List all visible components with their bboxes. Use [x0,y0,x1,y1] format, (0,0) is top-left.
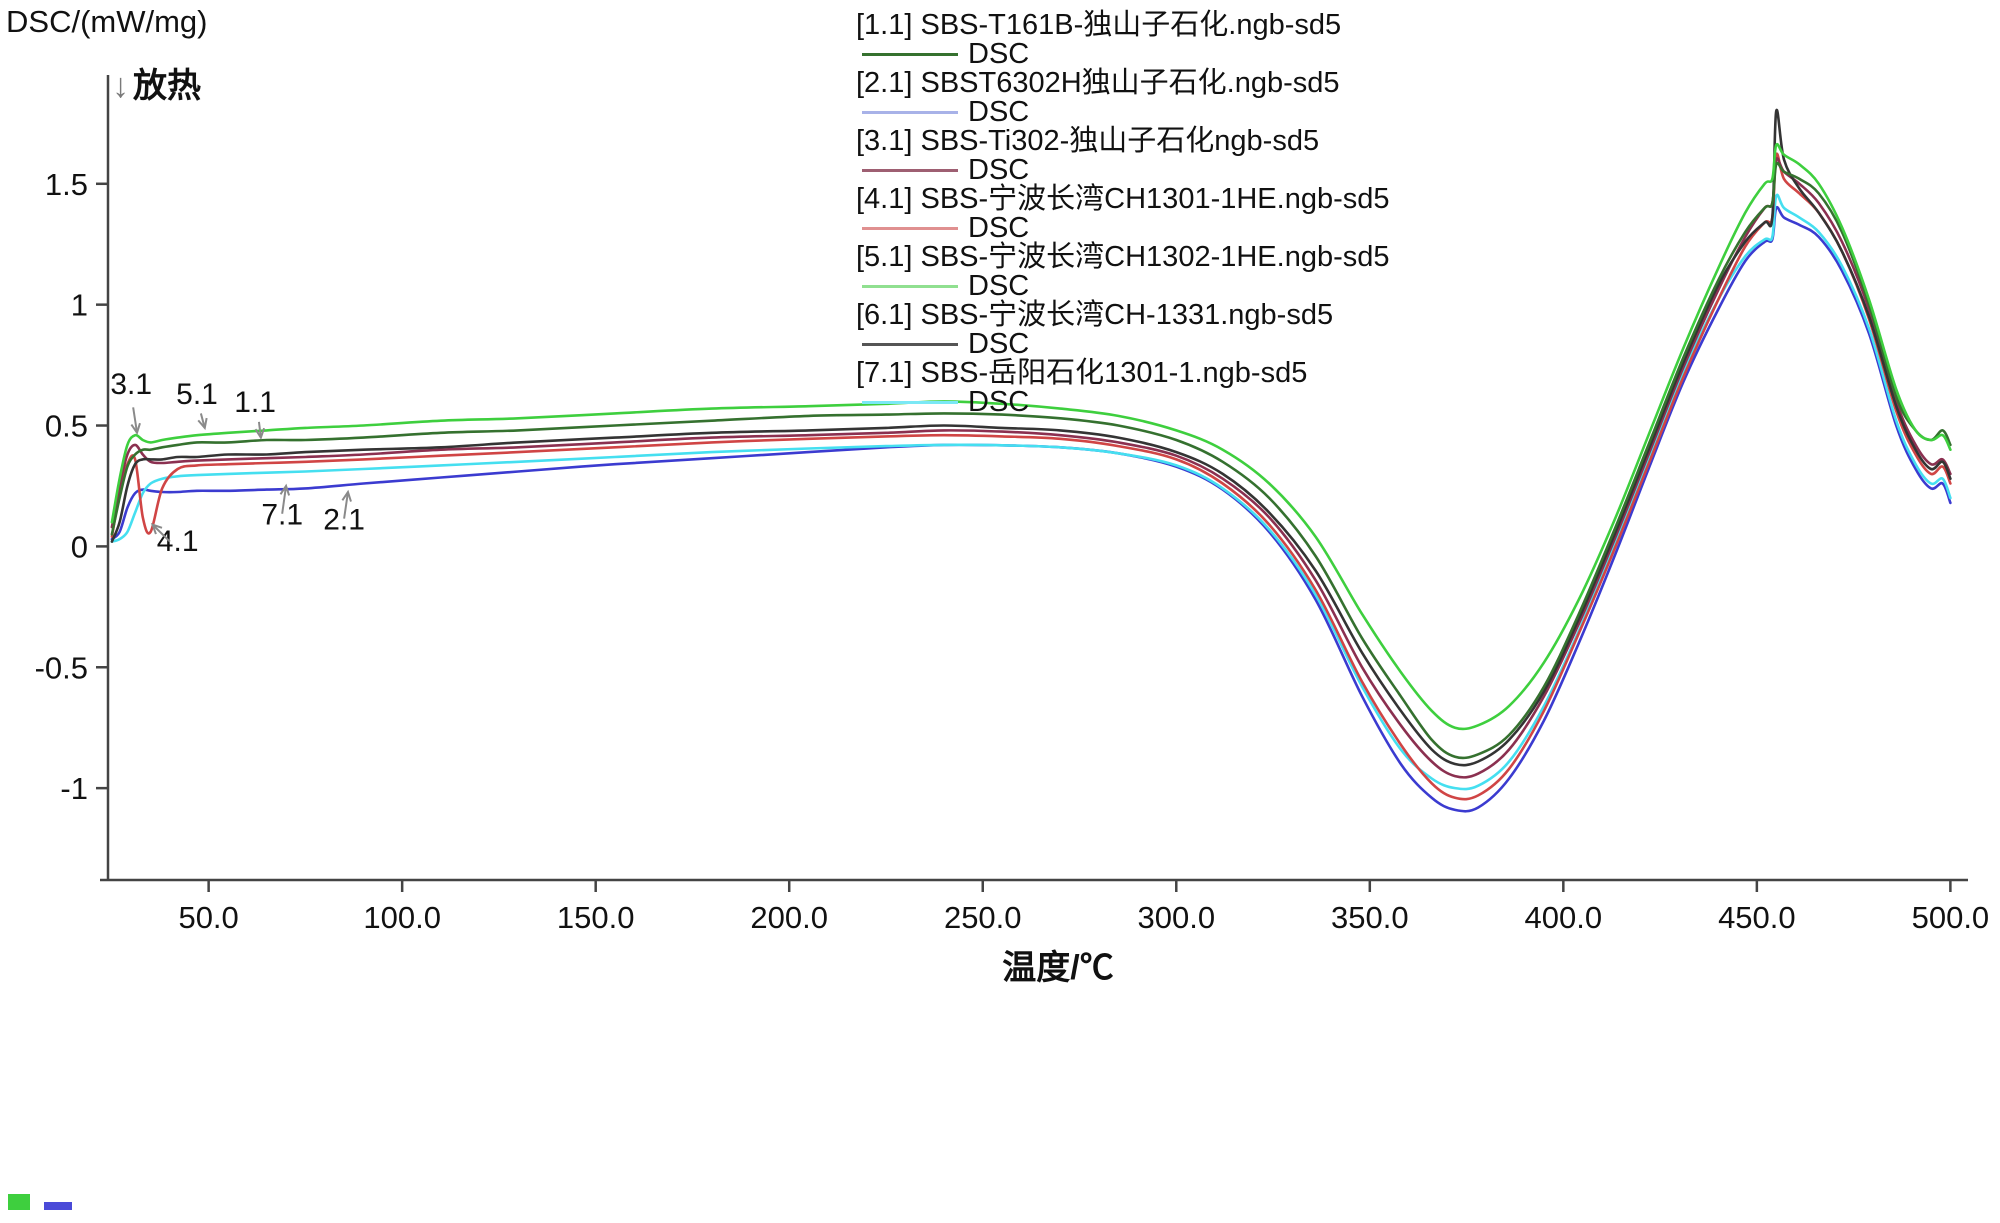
curve-5.1 [110,142,1952,731]
x-tick-label: 500.0 [1912,900,1990,935]
annotation-arrow-head [254,427,266,440]
x-tick-label: 50.0 [178,900,238,935]
legend-label: [3.1] SBS-Ti302-独山子石化ngb-sd5 [856,125,1320,157]
legend-item: [5.1] SBS-宁波长湾CH1302-1HE.ngb-sd5 DSC [856,240,1390,302]
corner-artifact-blue [44,1202,72,1210]
annotation-label-4.1: 4.1 [157,525,199,558]
legend-line-swatch [862,342,958,346]
legend-sub-label: DSC [968,327,1030,360]
x-tick-label: 150.0 [557,900,635,935]
legend-line-swatch [862,284,958,288]
curve-1.1 [110,161,1952,760]
legend-sub-label: DSC [968,211,1030,244]
x-tick-label: 450.0 [1718,900,1796,935]
legend-line-swatch [862,110,958,114]
legend-label: [4.1] SBS-宁波长湾CH1301-1HE.ngb-sd5 [856,183,1390,215]
exothermic-annotation: ↓ 放热 [112,58,201,107]
x-tick-label: 400.0 [1525,900,1603,935]
legend-item: [1.1] SBS-T161B-独山子石化.ngb-sd5 DSC [856,8,1390,70]
legend-item: [4.1] SBS-宁波长湾CH1301-1HE.ngb-sd5 DSC [856,182,1390,244]
annotation-label-2.1: 2.1 [323,503,365,536]
y-tick-label: 0.5 [45,409,88,444]
curve-6.1 [110,108,1952,767]
corner-artifact-green [8,1194,30,1210]
annotation-arrow-line [343,491,349,519]
x-axis-title: 温度/℃ [1002,949,1114,987]
legend-item: [7.1] SBS-岳阳石化1301-1.ngb-sd5 DSC [856,356,1390,418]
legend-sub-label: DSC [968,385,1030,418]
annotation-arrow-line [151,523,171,543]
y-tick-label: 1 [71,288,88,323]
legend-sub-label: DSC [968,153,1030,186]
y-tick-label: 0 [71,529,88,564]
legend-label: [6.1] SBS-宁波长湾CH-1331.ngb-sd5 [856,299,1334,331]
annotation-arrow-head [279,483,291,496]
exothermic-label: 放热 [133,67,201,105]
legend-line-swatch [862,168,958,172]
legend-label: [2.1] SBST6302H独山子石化.ngb-sd5 [856,67,1340,99]
down-arrow-icon: ↓ [112,67,129,105]
y-tick-label: -1 [60,771,88,806]
annotation-arrow-head [150,523,163,535]
legend-label: [1.1] SBS-T161B-独山子石化.ngb-sd5 [856,9,1342,41]
curve-2.1 [110,205,1952,813]
annotation-arrow-line [132,407,139,433]
x-tick-label: 100.0 [363,900,441,935]
legend-item: [6.1] SBS-宁波长湾CH-1331.ngb-sd5 DSC [856,298,1390,360]
x-tick-label: 200.0 [750,900,828,935]
legend-line-swatch [862,400,958,404]
legend-sub-label: DSC [968,95,1030,128]
legend-item: [2.1] SBST6302H独山子石化.ngb-sd5 DSC [856,66,1390,128]
x-tick-label: 300.0 [1137,900,1215,935]
annotation-label-5.1: 5.1 [176,378,218,411]
annotation-label-1.1: 1.1 [234,386,276,419]
y-tick-label: -0.5 [35,650,88,685]
x-tick-label: 250.0 [944,900,1022,935]
annotation-arrow-line [257,421,262,438]
legend: [1.1] SBS-T161B-独山子石化.ngb-sd5 DSC [2.1] … [856,8,1390,418]
x-tick-label: 350.0 [1331,900,1409,935]
annotation-arrow-head [197,417,208,431]
annotation-label-7.1: 7.1 [261,499,303,532]
annotation-arrow-line [281,485,288,514]
curve-4.1 [110,152,1952,801]
annotation-label-3.1: 3.1 [110,368,152,401]
y-axis-title: DSC/(mW/mg) [6,4,208,39]
legend-label: [7.1] SBS-岳阳石化1301-1.ngb-sd5 [856,357,1308,389]
legend-sub-label: DSC [968,269,1030,302]
legend-line-swatch [862,226,958,230]
legend-item: [3.1] SBS-Ti302-独山子石化ngb-sd5 DSC [856,124,1390,186]
annotation-arrow-line [199,413,206,429]
curve-7.1 [110,193,1952,791]
legend-sub-label: DSC [968,37,1030,70]
annotation-arrow-head [341,489,352,502]
y-tick-label: 1.5 [45,167,88,202]
legend-label: [5.1] SBS-宁波长湾CH1302-1HE.ngb-sd5 [856,241,1390,273]
annotation-arrow-head [130,422,141,436]
legend-line-swatch [862,52,958,56]
